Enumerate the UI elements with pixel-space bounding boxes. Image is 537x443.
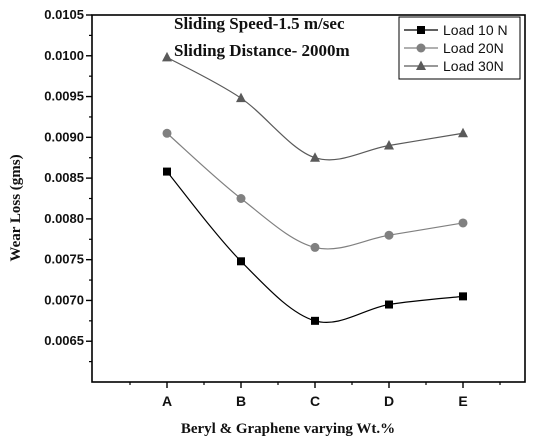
data-point xyxy=(163,167,171,176)
data-point xyxy=(458,218,468,228)
y-axis-title: Wear Loss (gms) xyxy=(8,154,24,261)
data-point xyxy=(162,51,172,62)
y-tick-label: 0.0100 xyxy=(44,48,84,63)
legend: Load 10 N Load 20N Load 30N xyxy=(398,16,521,80)
legend-marker xyxy=(417,26,425,34)
axis-ticks: 0.0065 0.0070 0.0075 0.0080 0.0085 0.0090 0.00… xyxy=(44,7,501,409)
y-tick-label: 0.0105 xyxy=(44,7,84,22)
legend-marker xyxy=(416,60,426,70)
legend-label: Load 10 N xyxy=(443,22,508,38)
annotation-sliding-distance: Sliding Distance- 2000m xyxy=(174,41,350,60)
data-point xyxy=(310,242,320,252)
x-tick-label: B xyxy=(236,393,246,409)
y-tick-label: 0.0075 xyxy=(44,252,84,267)
x-tick-label: A xyxy=(162,393,172,409)
x-tick-label: D xyxy=(384,393,394,409)
y-tick-label: 0.0085 xyxy=(44,170,84,185)
data-point xyxy=(385,300,393,309)
data-point xyxy=(384,139,394,150)
data-point xyxy=(237,257,245,266)
series-3 xyxy=(162,51,468,162)
x-tick-label: C xyxy=(310,393,320,409)
y-tick-label: 0.0065 xyxy=(44,333,84,348)
annotation-sliding-speed: Sliding Speed-1.5 m/sec xyxy=(174,14,345,33)
data-point xyxy=(311,316,319,325)
data-point xyxy=(236,194,246,203)
y-tick-label: 0.0070 xyxy=(44,292,84,307)
x-tick-label: E xyxy=(458,393,467,409)
x-axis-title: Beryl & Graphene varying Wt.% xyxy=(181,421,395,437)
legend-marker xyxy=(416,43,426,53)
legend-label: Load 20N xyxy=(443,40,504,56)
data-point xyxy=(459,292,467,301)
data-point xyxy=(310,152,320,162)
y-tick-label: 0.0080 xyxy=(44,211,84,226)
series-2 xyxy=(162,128,468,252)
data-point xyxy=(384,230,394,240)
data-point xyxy=(236,92,246,103)
data-point xyxy=(162,128,172,138)
series-layer xyxy=(162,51,468,325)
data-point xyxy=(458,127,468,138)
series-line xyxy=(166,132,464,250)
y-tick-label: 0.0095 xyxy=(44,89,84,104)
series-1 xyxy=(163,167,467,325)
y-tick-label: 0.0090 xyxy=(44,129,84,144)
legend-label: Load 30N xyxy=(443,58,504,74)
